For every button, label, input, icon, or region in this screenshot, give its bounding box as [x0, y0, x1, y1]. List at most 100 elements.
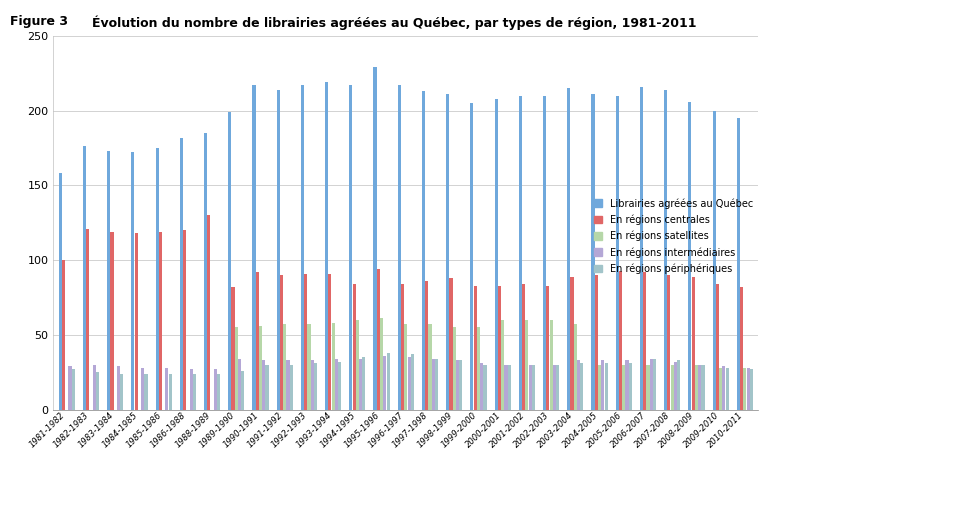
Bar	[349, 85, 353, 410]
Bar	[473, 286, 476, 410]
Bar	[546, 286, 549, 410]
Bar	[504, 365, 507, 410]
Bar	[691, 276, 695, 410]
Bar	[404, 325, 407, 410]
Bar	[746, 368, 749, 410]
Bar	[156, 148, 158, 410]
Bar	[543, 96, 546, 410]
Bar	[287, 360, 290, 410]
Bar	[425, 281, 429, 410]
Bar	[622, 365, 625, 410]
Bar	[134, 233, 138, 410]
Bar	[432, 359, 434, 410]
Text: Figure 3: Figure 3	[10, 15, 68, 28]
Bar	[96, 372, 99, 410]
Bar	[470, 103, 473, 410]
Bar	[495, 99, 498, 410]
Bar	[359, 359, 363, 410]
Bar	[338, 362, 341, 410]
Bar	[519, 96, 522, 410]
Bar	[121, 374, 123, 410]
Bar	[719, 368, 722, 410]
Bar	[407, 357, 410, 410]
Bar	[712, 111, 715, 410]
Bar	[62, 260, 65, 410]
Bar	[571, 276, 573, 410]
Bar	[256, 272, 259, 410]
Bar	[591, 94, 595, 410]
Bar	[722, 366, 725, 410]
Bar	[311, 360, 314, 410]
Bar	[695, 365, 698, 410]
Bar	[411, 354, 414, 410]
Bar	[737, 118, 740, 410]
Bar	[180, 138, 183, 410]
Bar	[435, 359, 438, 410]
Bar	[401, 284, 404, 410]
Bar	[314, 363, 317, 410]
Bar	[619, 270, 622, 410]
Bar	[158, 232, 162, 410]
Bar	[168, 374, 172, 410]
Text: Évolution du nombre de librairies agréées au Québec, par types de région, 1981-2: Évolution du nombre de librairies agréée…	[92, 15, 697, 30]
Bar	[498, 286, 501, 410]
Bar	[165, 368, 168, 410]
Bar	[595, 275, 598, 410]
Bar	[668, 275, 671, 410]
Bar	[507, 365, 511, 410]
Bar	[190, 369, 192, 410]
Bar	[145, 374, 148, 410]
Bar	[446, 94, 449, 410]
Bar	[671, 365, 674, 410]
Bar	[307, 325, 310, 410]
Bar	[192, 374, 196, 410]
Bar	[602, 360, 605, 410]
Bar	[456, 360, 459, 410]
Bar	[483, 365, 487, 410]
Bar	[356, 320, 359, 410]
Bar	[664, 90, 667, 410]
Bar	[83, 146, 87, 410]
Bar	[688, 101, 691, 410]
Bar	[253, 85, 256, 410]
Bar	[598, 365, 601, 410]
Bar	[117, 366, 121, 410]
Bar	[68, 366, 72, 410]
Bar	[625, 360, 629, 410]
Bar	[653, 359, 656, 410]
Bar	[335, 359, 338, 410]
Bar	[529, 365, 532, 410]
Bar	[525, 320, 529, 410]
Bar	[300, 85, 304, 410]
Bar	[649, 359, 653, 410]
Bar	[749, 369, 753, 410]
Bar	[87, 229, 89, 410]
Bar	[214, 369, 217, 410]
Bar	[72, 369, 75, 410]
Bar	[290, 365, 293, 410]
Bar	[549, 320, 553, 410]
Bar	[715, 284, 719, 410]
Bar	[131, 153, 134, 410]
Bar	[304, 273, 307, 410]
Bar	[325, 82, 329, 410]
Bar	[373, 67, 376, 410]
Bar	[58, 174, 62, 410]
Bar	[277, 90, 280, 410]
Bar	[228, 112, 231, 410]
Bar	[477, 327, 480, 410]
Bar	[532, 365, 535, 410]
Bar	[568, 88, 571, 410]
Bar	[449, 278, 453, 410]
Bar	[380, 318, 383, 410]
Bar	[207, 215, 210, 410]
Bar	[283, 325, 287, 410]
Bar	[387, 353, 390, 410]
Bar	[234, 327, 238, 410]
Bar	[698, 365, 701, 410]
Bar	[204, 133, 207, 410]
Bar	[383, 356, 387, 410]
Bar	[725, 368, 729, 410]
Bar	[459, 360, 463, 410]
Bar	[453, 327, 456, 410]
